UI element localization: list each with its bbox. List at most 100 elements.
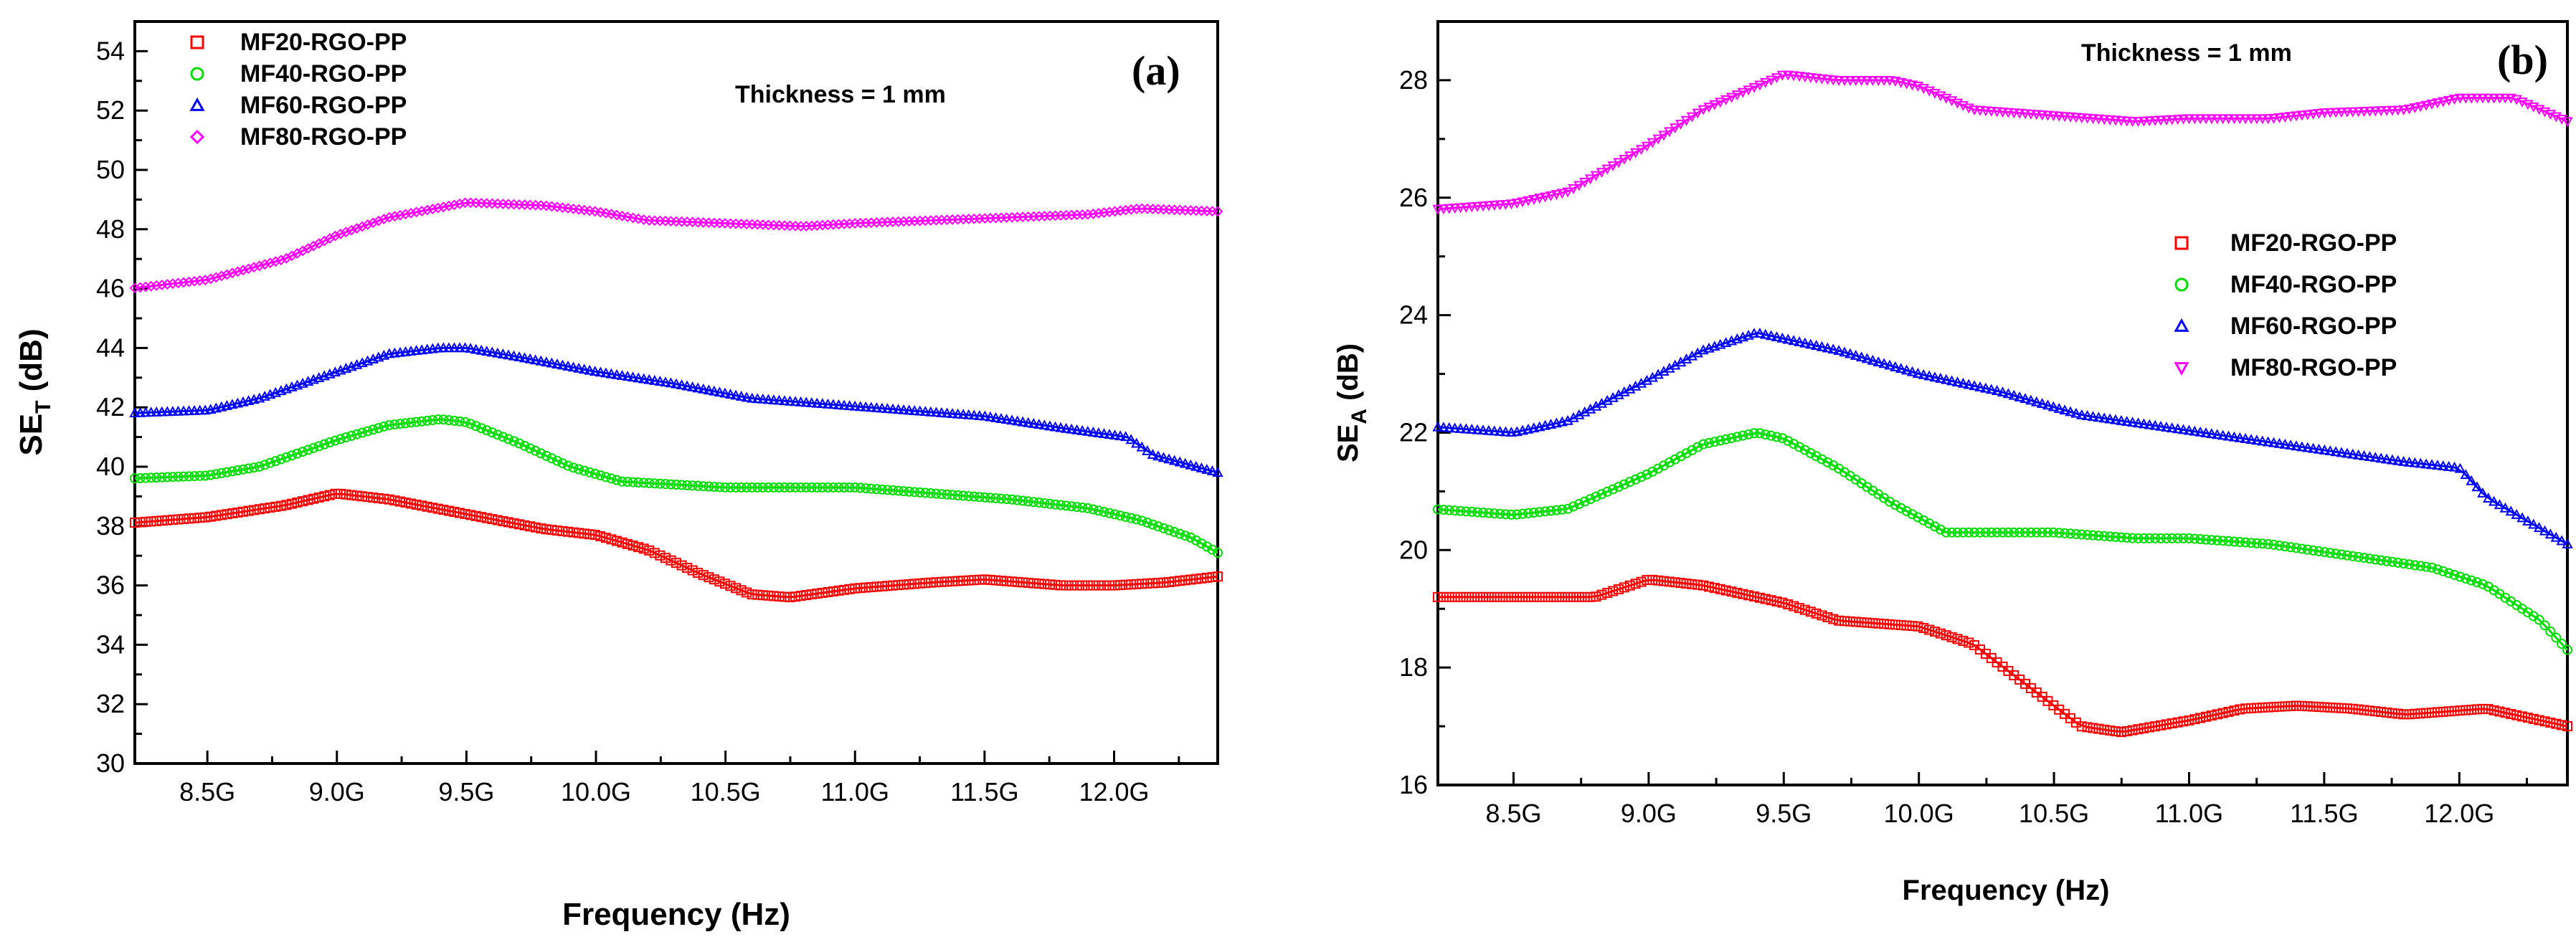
data-point <box>2060 528 2070 538</box>
data-point <box>1201 464 1213 474</box>
data-point <box>2313 443 2325 454</box>
data-point <box>243 263 254 275</box>
y-tick-label-a: 50 <box>96 155 125 184</box>
data-point <box>2448 461 2461 472</box>
data-point <box>443 505 454 516</box>
data-point <box>1907 621 1918 632</box>
data-point <box>546 453 557 464</box>
data-point <box>1551 591 1562 602</box>
data-point <box>1749 428 1759 439</box>
data-point <box>2471 481 2483 492</box>
data-point <box>384 494 394 505</box>
data-point <box>1918 368 1929 379</box>
data-point <box>958 490 969 501</box>
data-point <box>2053 111 2065 122</box>
data-point <box>1006 414 1018 425</box>
data-point <box>2403 104 2415 115</box>
data-point <box>2082 530 2093 541</box>
data-point <box>1467 591 1477 602</box>
data-point <box>649 548 660 558</box>
data-point <box>1754 592 1765 603</box>
data-point <box>2511 710 2522 720</box>
data-point <box>763 590 774 601</box>
data-point <box>1986 527 1997 538</box>
data-point <box>1152 578 1163 589</box>
data-point <box>455 416 465 427</box>
data-point <box>2110 115 2121 126</box>
data-point <box>2387 454 2398 465</box>
data-point <box>184 471 194 482</box>
data-point <box>2286 542 2296 553</box>
x-tick-label-a: 8.5G <box>179 777 235 807</box>
data-point <box>2144 116 2155 127</box>
data-point <box>655 550 666 561</box>
data-point <box>2375 106 2387 117</box>
data-point <box>2421 561 2432 572</box>
data-point <box>1890 500 1900 510</box>
y-tick-label-b: 16 <box>1399 770 1428 799</box>
data-point <box>298 496 308 507</box>
data-point <box>2268 702 2279 713</box>
data-point <box>762 394 775 404</box>
data-point <box>178 405 189 416</box>
data-point <box>2206 114 2217 125</box>
data-point <box>2382 556 2392 566</box>
data-point <box>1811 608 1822 619</box>
data-point <box>2194 426 2206 437</box>
legend-marker <box>2174 318 2189 332</box>
data-point <box>281 452 292 462</box>
data-point <box>1822 457 1833 467</box>
data-point <box>2387 105 2398 116</box>
data-point <box>1704 581 1714 592</box>
data-point <box>205 273 217 285</box>
data-point <box>2177 424 2189 434</box>
data-point <box>2081 113 2093 124</box>
data-point <box>1505 427 1517 437</box>
x-tick-label-b: 11.0G <box>2155 799 2223 828</box>
data-point <box>2212 429 2223 439</box>
data-point <box>2127 725 2138 736</box>
data-point <box>514 519 525 530</box>
data-point <box>2562 721 2572 732</box>
data-point <box>2025 394 2037 405</box>
data-point <box>1929 371 1941 382</box>
data-point <box>2098 115 2110 125</box>
data-point <box>1444 505 1454 515</box>
data-point <box>1038 419 1051 430</box>
data-point <box>130 518 140 528</box>
data-point <box>2483 93 2494 104</box>
data-point <box>1494 426 1506 436</box>
data-point <box>839 584 850 595</box>
data-point <box>952 490 963 500</box>
data-point <box>1601 164 1613 175</box>
data-point <box>379 421 389 432</box>
data-point <box>2313 108 2325 119</box>
data-point <box>860 401 871 411</box>
data-point <box>2336 447 2347 457</box>
data-point <box>1964 637 1974 648</box>
data-point <box>1175 528 1185 539</box>
data-point <box>2432 707 2443 718</box>
data-point <box>286 450 297 461</box>
data-point <box>1958 635 1969 646</box>
data-point <box>790 482 801 493</box>
data-point <box>470 343 482 354</box>
data-point <box>249 462 260 473</box>
data-point <box>216 270 227 282</box>
data-point <box>1827 75 1839 86</box>
data-point <box>2319 108 2331 119</box>
data-point <box>606 473 617 484</box>
data-point <box>1012 495 1023 505</box>
data-point <box>487 427 498 438</box>
data-point <box>1850 76 1862 86</box>
data-point <box>1760 328 1771 339</box>
data-point <box>1670 123 1681 134</box>
data-point <box>784 395 796 406</box>
y-tick-label-a: 32 <box>96 689 125 718</box>
data-point <box>579 528 589 539</box>
data-point <box>622 477 633 487</box>
data-point <box>1147 449 1159 460</box>
data-point <box>2285 112 2296 123</box>
data-point <box>449 415 460 426</box>
